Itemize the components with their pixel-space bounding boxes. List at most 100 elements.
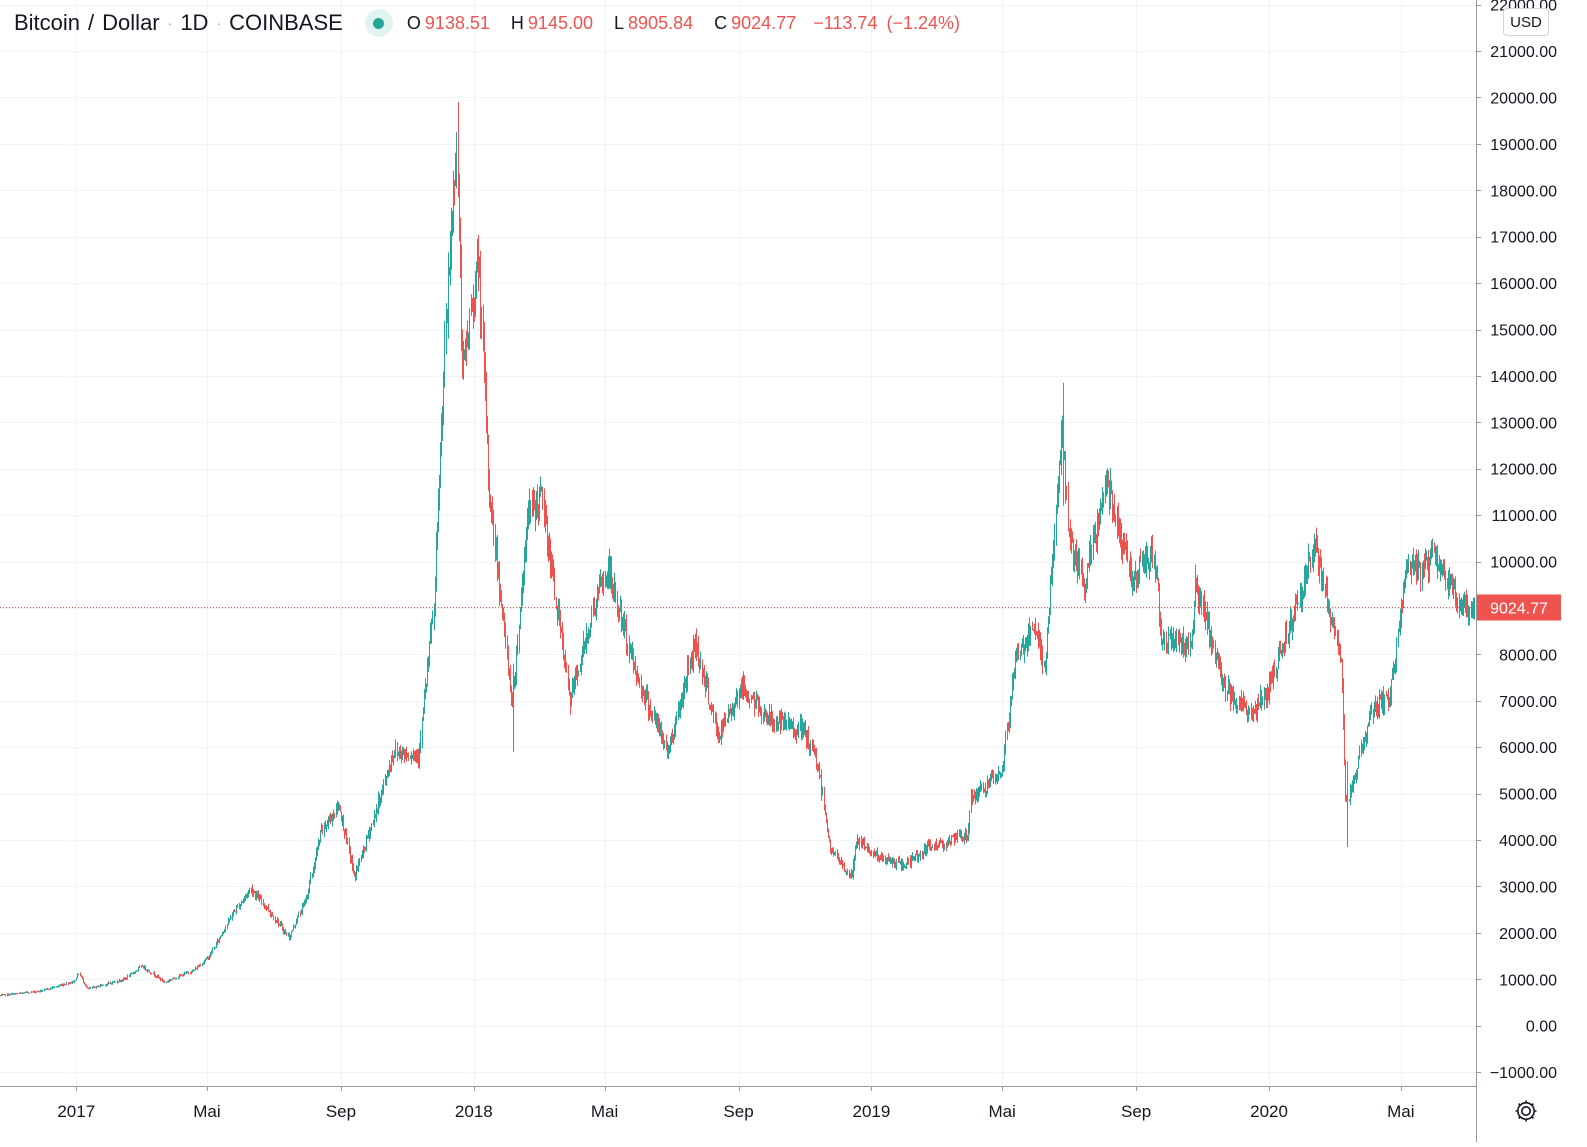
candle [205,958,206,963]
candle-body [108,982,109,984]
gear-icon[interactable] [1512,1097,1540,1125]
candle [1122,539,1123,565]
candle-body [1435,547,1436,555]
candle-body [992,776,993,778]
legend-exchange[interactable]: COINBASE [229,10,343,35]
candle-body [850,873,851,878]
candle [1301,583,1302,613]
candle-body [666,741,667,747]
candle [1422,562,1423,591]
candle [850,872,851,879]
candle-body [98,985,99,987]
candle-body [402,749,403,759]
candle [656,713,657,729]
candle [955,832,956,843]
candle-body [725,719,726,725]
candle [794,727,795,738]
candle [331,814,332,822]
candle-body [382,787,383,791]
candle-body [565,658,566,664]
candle-body [1403,588,1404,607]
candle [498,562,499,580]
candle [904,864,905,868]
candle-body [806,735,807,745]
candle-body [183,975,184,977]
candle-body [941,841,942,843]
candle [1284,641,1285,657]
candle [1402,599,1403,614]
candle [196,967,197,970]
candle-body [14,993,15,995]
price-axis[interactable]: −1000.000.001000.002000.003000.004000.00… [1476,0,1557,1082]
candle-body [814,751,815,753]
candle-body [1098,523,1099,529]
candle [370,827,371,839]
candle [1272,665,1273,684]
candle [1425,548,1426,569]
candle [374,810,375,828]
candle [827,818,828,833]
candle [688,655,689,676]
candle-body [1222,678,1223,683]
candle-body [1133,578,1134,580]
candle-body [1366,736,1367,738]
candle-body [900,861,901,863]
candle-body [1100,503,1101,520]
market-status-indicator[interactable] [364,9,393,37]
candle-body [1135,574,1136,577]
time-axis[interactable]: 2017 Mai Sep 2018 Mai Sep 2019 Mai Sep 2020 Mai [57,1086,1415,1121]
candle-body [629,645,630,654]
candle [1091,544,1092,565]
candle-body [439,487,440,501]
candle [920,850,921,861]
candle [883,855,884,863]
legend-interval[interactable]: 1D [180,10,209,35]
candle [831,848,832,855]
candle [1270,671,1271,693]
candle [881,851,882,861]
candle [1464,591,1465,608]
candle [1463,594,1464,616]
candle [1451,574,1452,586]
candle [770,711,771,727]
legend-quote[interactable]: Dollar [102,10,160,35]
candle [1271,670,1272,684]
candle [423,707,424,721]
candle-body [434,604,435,621]
candle-body [310,875,311,882]
candle-body [7,994,8,996]
candle [181,973,182,976]
candle [1203,595,1204,618]
candle-body [931,847,932,851]
candle [257,891,258,899]
currency-button[interactable]: USD [1503,8,1549,36]
candle-body [1106,483,1107,490]
price-axis-background[interactable] [1476,0,1587,1086]
candle [1362,743,1363,753]
candle [1095,521,1096,544]
candle [1174,638,1175,651]
candle-body [599,586,600,591]
candle-body [1058,481,1059,494]
candle-body [472,309,473,312]
candle-body [11,993,12,995]
candle-body [1127,546,1128,561]
candle-body [1392,671,1393,680]
price-tick-label: 8000.00 [1499,647,1557,664]
candle-body [889,860,890,862]
candle-body [1159,591,1160,619]
candle-body [1146,552,1147,568]
candle [889,856,890,863]
candle [38,990,39,993]
candle [822,786,823,796]
symbol-legend[interactable]: Bitcoin / Dollar · 1D · COINBASE O 9138.5… [14,8,964,38]
candle [270,909,271,918]
candle [849,869,850,879]
candle-body [981,785,982,789]
legend-symbol[interactable]: Bitcoin [14,10,81,35]
candle [460,217,461,279]
candle-body [479,273,480,275]
candle-body [383,781,384,788]
